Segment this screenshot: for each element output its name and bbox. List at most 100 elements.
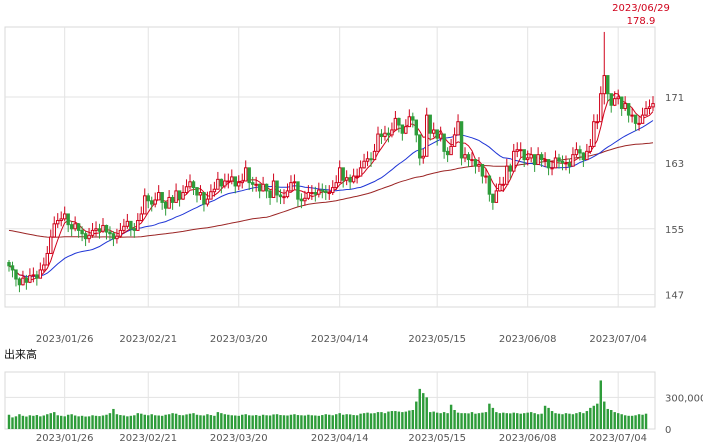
candle-up [393,117,398,131]
volume-bar [14,416,18,429]
volume-bar [526,412,529,429]
volume-bar [185,414,188,429]
volume-bar [456,412,460,429]
candle-up [376,133,380,152]
candle-up [498,183,502,192]
candle-up [484,175,488,178]
volume-bar [230,415,234,429]
volume-bar [254,415,258,429]
candle-up [327,192,331,195]
candle-up [90,229,95,236]
candle-down [132,228,137,231]
volume-bar [164,414,167,429]
candle-up [630,114,634,117]
volume-bar [603,401,606,429]
volume-bar [529,412,533,429]
volume-bar [352,415,355,429]
candle-up [59,218,63,222]
candle-down [606,75,610,95]
candle-down [150,200,154,205]
candle-up [223,180,227,187]
volume-bar [561,414,564,429]
candle-down [546,159,551,169]
volume-bar [397,411,401,429]
candle-down [379,133,384,138]
moving-average-lines [8,92,654,281]
candle-up [73,223,77,230]
volume-bar [32,415,35,429]
candle-up [404,126,408,134]
volume-bar [143,414,146,429]
candle-up [585,150,589,161]
candle-down [386,132,391,136]
candle-down [146,195,150,202]
candle-down [626,103,631,116]
candle-down [233,176,237,187]
candle-down [268,190,272,198]
volume-bar [101,415,105,429]
candle-up [209,191,213,200]
candle-down [578,149,582,154]
volume-bar [536,414,540,429]
volume-bar [428,412,432,429]
candle-down [341,167,345,181]
candle-down [275,180,279,196]
candle-down [428,114,432,134]
candle-down [177,190,182,200]
volume-bar [599,380,603,429]
candle-up [421,155,425,159]
volume-bar [589,407,592,429]
volume-bar [620,414,623,429]
candle-up [574,149,579,156]
volume-bar [627,415,630,429]
candle-up [237,182,241,187]
candle-up [52,223,56,238]
high-annotation-value: 178.9 [627,16,656,27]
candle-down [320,189,325,192]
volume-bar [502,412,505,429]
candle-up [292,181,297,184]
volume-bar [56,415,59,429]
candle-down [609,93,613,106]
candle-down [633,114,638,124]
volume-bar [307,414,310,429]
volume-title: 出来高 [4,347,37,361]
candle-up [271,180,276,198]
candle-down [80,229,84,235]
candle-down [418,134,422,159]
ma-short-line [8,92,654,281]
candle-down [278,194,283,198]
volume-bar [582,413,585,429]
volume-bar [268,415,272,429]
volume-panel: 出来高 300,000,0 2023/01/262023/02/212023/0… [4,347,703,444]
candle-up [525,157,530,161]
volume-bar [467,413,470,429]
price-y-tick-label: 147 [665,291,684,302]
volume-bar [533,413,536,429]
volume-bar [91,415,94,429]
candle-down [487,175,492,195]
candle-down [473,159,478,167]
volume-y-ticks: 300,000, 0 [665,393,703,436]
candle-down [247,167,251,184]
volume-bar [341,414,345,429]
candle-down [170,196,175,203]
candle-down [397,117,401,126]
volume-bar [223,414,227,429]
candle-up [644,108,648,116]
candle-down [83,233,88,240]
volume-bar [613,412,616,429]
volume-bar [481,412,484,429]
volume-bar [105,414,108,429]
volume-bar [564,413,568,429]
volume-bar [383,413,387,429]
volume-bar [206,414,209,429]
candle-down [435,129,439,139]
volume-bar [153,415,157,429]
volume-bar [422,393,425,429]
candle-up [640,114,645,124]
volume-bar [216,412,220,429]
volume-bar [641,414,644,429]
candle-up [205,198,210,205]
